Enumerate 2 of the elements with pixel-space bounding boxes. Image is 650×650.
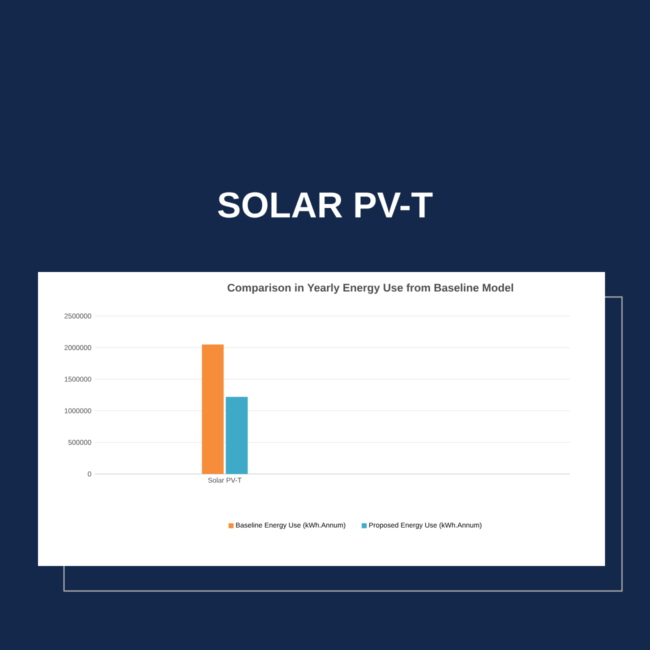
chart-title: Comparison in Yearly Energy Use from Baseline Model xyxy=(228,284,514,294)
text: SOLAR PV-T xyxy=(218,192,433,218)
